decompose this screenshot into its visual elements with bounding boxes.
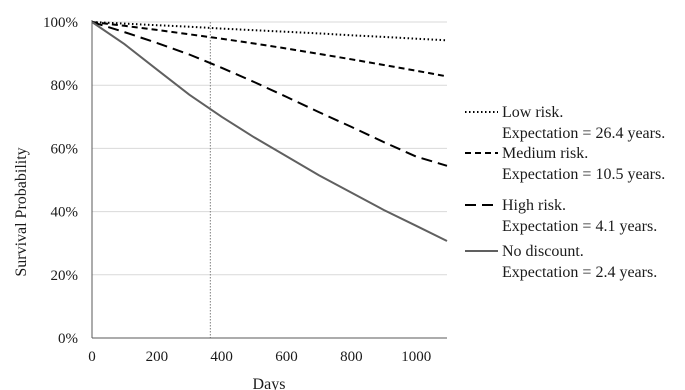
x-tick-label: 200 — [146, 349, 169, 365]
series-line-3 — [91, 21, 448, 242]
series-line-0 — [91, 21, 448, 42]
x-tick-label: 400 — [210, 349, 233, 365]
y-tick-label: 80% — [51, 78, 79, 94]
tick-labels: 0% 20% 40% 60% 80% 100% 0 200 400 600 800 1000 — [43, 15, 431, 365]
legend-label-0: Low risk. — [502, 104, 563, 121]
y-tick-label: 100% — [43, 15, 78, 31]
y-tick-label: 0% — [58, 331, 78, 347]
series-line-1 — [91, 21, 448, 78]
y-tick-label: 40% — [51, 205, 79, 221]
y-axis-label: Survival Probability — [13, 147, 30, 276]
series-line-2 — [91, 21, 448, 167]
legend-note-1: Expectation = 10.5 years. — [502, 166, 665, 183]
series-lines — [91, 21, 448, 242]
x-tick-label: 600 — [275, 349, 298, 365]
x-tick-label: 1000 — [401, 349, 431, 365]
axes — [91, 20, 447, 339]
y-tick-label: 60% — [51, 141, 79, 157]
legend-note-2: Expectation = 4.1 years. — [502, 218, 657, 235]
x-axis-label: Days — [253, 376, 286, 390]
legend-label-3: No discount. — [502, 243, 584, 260]
legend: Low risk. Expectation = 26.4 years. Medium… — [465, 104, 665, 281]
x-tick-label: 800 — [340, 349, 363, 365]
y-tick-label: 20% — [51, 268, 79, 284]
x-tick-label: 0 — [88, 349, 96, 365]
legend-note-0: Expectation = 26.4 years. — [502, 125, 665, 142]
legend-label-2: High risk. — [502, 197, 566, 214]
legend-label-1: Medium risk. — [502, 145, 588, 162]
legend-note-3: Expectation = 2.4 years. — [502, 264, 657, 281]
